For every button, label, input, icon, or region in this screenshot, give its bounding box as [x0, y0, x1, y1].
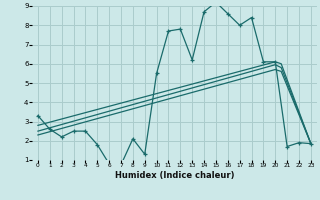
X-axis label: Humidex (Indice chaleur): Humidex (Indice chaleur) [115, 171, 234, 180]
